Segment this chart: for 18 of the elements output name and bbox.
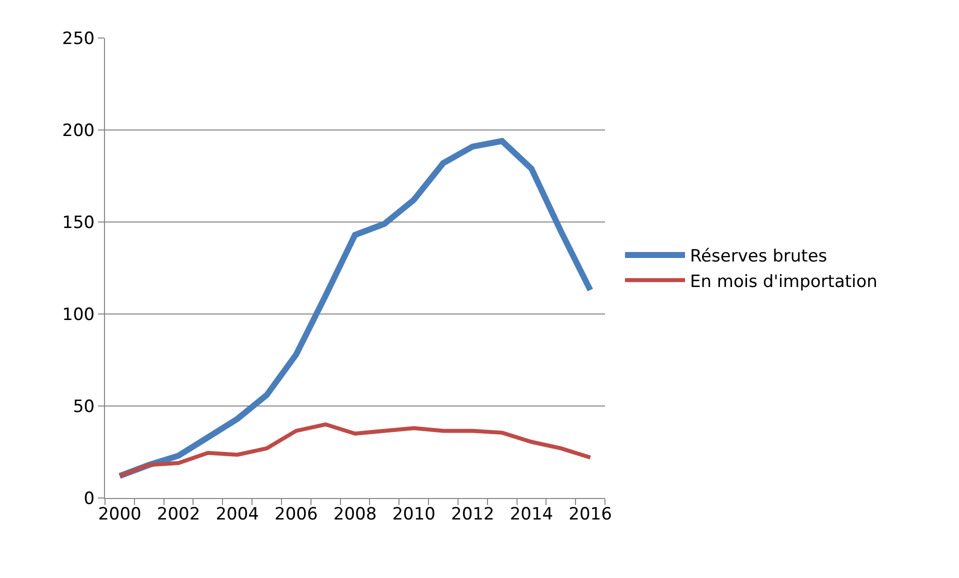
x-tick-label: 2014: [510, 504, 554, 524]
y-tick-label: 100: [62, 304, 95, 325]
y-tick-label: 0: [84, 488, 95, 509]
x-tick-label: 2010: [392, 504, 436, 524]
x-tick-label: 2016: [568, 504, 612, 524]
y-tick-label: 250: [62, 28, 95, 49]
x-tick-label: 2006: [274, 504, 318, 524]
x-tick-label: 2012: [451, 504, 494, 524]
y-tick-label: 150: [62, 212, 95, 233]
legend-label: Réserves brutes: [690, 246, 828, 267]
x-tick-label: 2002: [156, 504, 200, 524]
x-tick-label: 2008: [333, 504, 377, 524]
legend-label: En mois d'importation: [690, 272, 878, 292]
x-tick-label: 2000: [98, 504, 142, 524]
y-tick-label: 200: [62, 120, 95, 141]
x-tick-label: 2004: [216, 504, 259, 524]
y-tick-label: 50: [72, 396, 95, 417]
line-series: [118, 422, 592, 478]
